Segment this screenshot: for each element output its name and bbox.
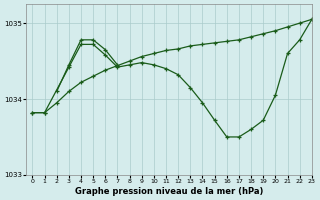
X-axis label: Graphe pression niveau de la mer (hPa): Graphe pression niveau de la mer (hPa) [75,187,263,196]
